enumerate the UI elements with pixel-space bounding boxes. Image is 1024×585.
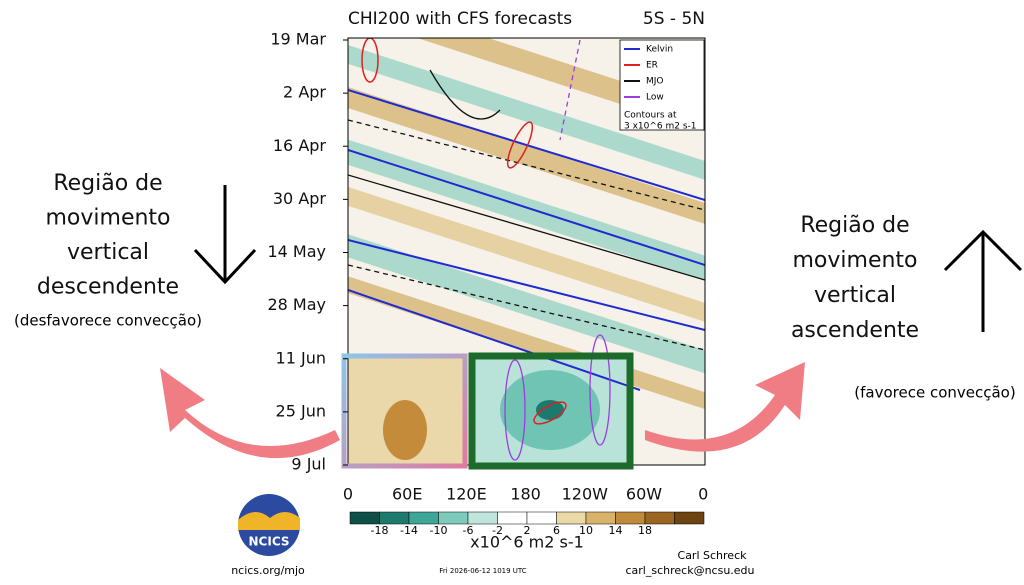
y-label: 25 Jun [276, 401, 326, 420]
annotation: descendente [37, 275, 179, 300]
logo-art [238, 511, 300, 530]
colorbar-swatch [349, 511, 380, 525]
x-label: 0 [343, 485, 353, 504]
colorbar-swatch [615, 511, 646, 525]
colorbar-swatch [379, 511, 410, 525]
colorbar-label: 18 [638, 524, 652, 537]
annotation: movimento [45, 206, 170, 231]
legend-label: Low [646, 93, 664, 103]
colorbar-label: -10 [430, 524, 448, 537]
highlight-box [341, 353, 468, 469]
region: 5S - 5N [643, 9, 705, 29]
colorbar-swatch [438, 511, 469, 525]
x-label: 0 [698, 485, 708, 504]
note: (desfavorece convecção) [14, 312, 202, 330]
highlight-box [468, 352, 634, 470]
y-label: 19 Mar [270, 30, 326, 49]
y-label: 14 May [267, 242, 326, 261]
colorbar-label: 10 [579, 524, 593, 537]
down-arrow [193, 185, 257, 285]
email: carl_schreck@ncsu.edu [625, 564, 754, 577]
colorbar-swatch [497, 511, 528, 525]
colorbar-label: 14 [609, 524, 623, 537]
annotation: vertical [67, 240, 149, 265]
x-label: 180 [510, 485, 541, 504]
y-label: 9 Jul [291, 455, 326, 474]
annotation: Região de [53, 171, 162, 196]
colorbar-label: 2 [524, 524, 531, 537]
field [348, 38, 705, 465]
title: CHI200 with CFS forecasts [348, 9, 572, 29]
up-arrow [943, 229, 1023, 332]
x-label: 60E [392, 485, 422, 504]
y-label: 28 May [267, 295, 326, 314]
annotation: ascendente [791, 318, 919, 343]
y-label: 2 Apr [283, 83, 326, 102]
timestamp: Fri 2026-06-12 1019 UTC [439, 567, 526, 575]
annotation: vertical [814, 283, 896, 308]
colorbar-units: x10^6 m2 s-1 [470, 533, 584, 552]
colorbar-swatch [644, 511, 675, 525]
y-label: 11 Jun [276, 348, 326, 367]
note: (favorece convecção) [854, 384, 1015, 402]
colorbar-swatch [408, 511, 439, 525]
colorbar-label: -2 [492, 524, 503, 537]
colorbar-label: -18 [371, 524, 389, 537]
annotation: Região de [800, 213, 909, 238]
colorbar-swatch [556, 511, 587, 525]
y-label: 30 Apr [273, 189, 327, 208]
legend-box [619, 39, 705, 131]
x-label: 60W [626, 485, 662, 504]
site: ncics.org/mjo [231, 564, 305, 577]
curved-arrow [645, 362, 805, 452]
annotation: movimento [792, 248, 917, 273]
legend-note: 3 x10^6 m2 s-1 [624, 122, 697, 132]
x-label: 120E [446, 485, 487, 504]
legend-label: MJO [646, 77, 664, 87]
legend-note: Contours at [624, 111, 677, 121]
colorbar-swatch [526, 511, 557, 525]
logo-text: NCICS [249, 535, 290, 549]
colorbar-swatch [467, 511, 498, 525]
legend-label: ER [646, 61, 658, 71]
author: Carl Schreck [678, 549, 748, 562]
colorbar-swatch [585, 511, 616, 525]
colorbar-label: -6 [463, 524, 474, 537]
x-label: 120W [562, 485, 609, 504]
y-label: 16 Apr [273, 136, 327, 155]
colorbar-label: 6 [553, 524, 560, 537]
colorbar-swatch [674, 511, 705, 525]
colorbar-label: -14 [400, 524, 418, 537]
legend-label: Kelvin [646, 45, 673, 55]
